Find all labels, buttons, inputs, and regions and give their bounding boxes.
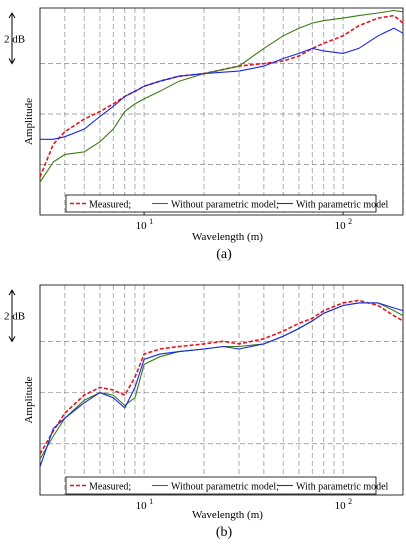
x-axis-label: Wavelength (m) — [192, 509, 263, 521]
x-tick-label-exponent: 2 — [348, 497, 352, 506]
legend-box — [65, 194, 377, 213]
series-line-3 — [39, 302, 404, 467]
series-line-2 — [39, 302, 404, 460]
x-axis-label: Wavelength (m) — [192, 231, 263, 243]
scale-bar-arrow-bottom — [8, 336, 16, 343]
series-line-3 — [40, 27, 404, 140]
x-tick-label: 10 — [335, 500, 347, 512]
x-tick-label: 10 — [136, 220, 148, 232]
legend-box — [65, 476, 377, 495]
scale-bar-arrow-top — [8, 12, 16, 19]
series-line-1 — [39, 14, 404, 178]
x-tick-label-exponent: 2 — [348, 217, 352, 226]
legend-entry-1: Measured; — [89, 200, 131, 211]
panel-label: (a) — [216, 247, 232, 262]
series-line-2 — [39, 9, 404, 183]
x-tick-label-exponent: 1 — [149, 217, 153, 226]
x-tick-label: 10 — [136, 500, 148, 512]
y-axis-label: Amplitude — [23, 98, 35, 145]
x-tick-label-exponent: 1 — [149, 497, 153, 506]
plot-frame — [39, 284, 404, 496]
legend-entry-2: Without parametric model; — [171, 200, 279, 211]
scale-bar-label: 2 dB — [4, 33, 25, 45]
scale-bar-arrow-top — [8, 289, 16, 296]
y-axis-label: Amplitude — [23, 376, 35, 423]
scale-bar-label: 2 dB — [4, 311, 25, 323]
x-tick-label: 10 — [335, 220, 347, 232]
legend-entry-3: With parametric model — [296, 200, 389, 211]
legend-entry-1: Measured; — [89, 482, 131, 493]
plot-frame — [39, 7, 404, 216]
scale-bar-arrow-bottom — [8, 58, 16, 65]
legend-entry-2: Without parametric model; — [171, 482, 279, 493]
series-line-1 — [39, 299, 404, 455]
panel-label: (b) — [216, 525, 233, 540]
legend-entry-3: With parametric model — [296, 482, 389, 493]
